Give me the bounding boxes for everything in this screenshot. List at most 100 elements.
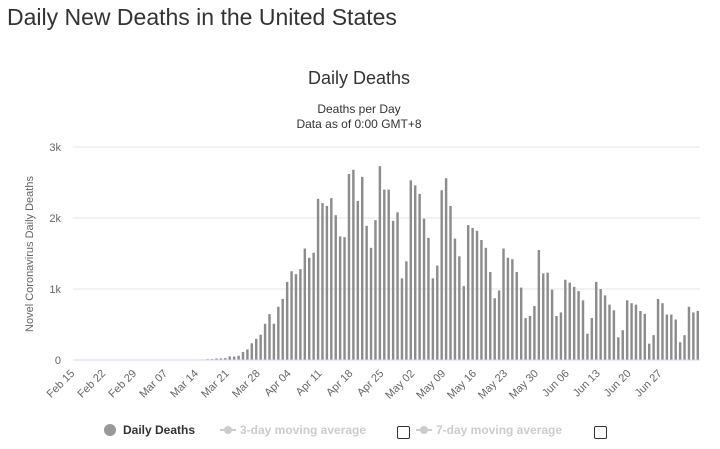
bar[interactable] bbox=[608, 304, 611, 360]
bar[interactable] bbox=[670, 314, 673, 360]
bar[interactable] bbox=[568, 282, 571, 360]
bar[interactable] bbox=[312, 252, 315, 360]
bar[interactable] bbox=[489, 271, 492, 360]
bar[interactable] bbox=[246, 349, 249, 360]
bar[interactable] bbox=[436, 265, 439, 360]
bar[interactable] bbox=[586, 333, 589, 360]
bar[interactable] bbox=[361, 176, 364, 360]
bar[interactable] bbox=[581, 300, 585, 360]
bar[interactable] bbox=[639, 311, 642, 360]
bar[interactable] bbox=[422, 218, 426, 360]
bar[interactable] bbox=[427, 237, 430, 360]
bar[interactable] bbox=[281, 298, 284, 360]
bar[interactable] bbox=[462, 286, 465, 360]
bar[interactable] bbox=[285, 281, 289, 360]
bar[interactable] bbox=[308, 257, 311, 360]
bar[interactable] bbox=[272, 323, 276, 360]
bar[interactable] bbox=[590, 318, 594, 360]
bar[interactable] bbox=[546, 272, 549, 360]
bar[interactable] bbox=[625, 300, 629, 360]
bar[interactable] bbox=[564, 279, 567, 360]
bar[interactable] bbox=[634, 304, 638, 360]
bar[interactable] bbox=[440, 190, 443, 360]
bar[interactable] bbox=[537, 249, 541, 360]
bar[interactable] bbox=[559, 312, 563, 360]
bar[interactable] bbox=[418, 193, 421, 360]
bar[interactable] bbox=[263, 323, 267, 360]
bar[interactable] bbox=[228, 356, 231, 360]
bar[interactable] bbox=[241, 352, 245, 360]
bar[interactable] bbox=[294, 274, 298, 360]
bar[interactable] bbox=[475, 230, 479, 360]
bar[interactable] bbox=[656, 298, 660, 360]
bar[interactable] bbox=[603, 295, 607, 360]
bar[interactable] bbox=[696, 311, 700, 360]
bar[interactable] bbox=[431, 278, 435, 360]
bar[interactable] bbox=[652, 335, 655, 360]
bar[interactable] bbox=[678, 342, 682, 360]
bar[interactable] bbox=[444, 178, 448, 360]
toggle-7-day-average-checkbox[interactable] bbox=[594, 426, 607, 439]
bar[interactable] bbox=[396, 212, 399, 360]
bar[interactable] bbox=[259, 334, 262, 360]
bar[interactable] bbox=[612, 310, 616, 360]
bar[interactable] bbox=[643, 313, 647, 360]
bar[interactable] bbox=[484, 247, 488, 360]
bar[interactable] bbox=[458, 256, 461, 360]
bar[interactable] bbox=[511, 259, 514, 360]
bar[interactable] bbox=[347, 173, 351, 360]
bar[interactable] bbox=[224, 358, 227, 360]
bar[interactable] bbox=[519, 287, 523, 360]
bar[interactable] bbox=[352, 169, 355, 360]
bar[interactable] bbox=[674, 319, 677, 360]
bar[interactable] bbox=[453, 238, 457, 360]
bar[interactable] bbox=[387, 189, 390, 360]
bar[interactable] bbox=[365, 225, 368, 360]
legend-item-daily-deaths[interactable]: Daily Deaths bbox=[104, 423, 195, 437]
bar[interactable] bbox=[299, 269, 302, 360]
bar[interactable] bbox=[330, 198, 333, 360]
bar[interactable] bbox=[630, 303, 633, 360]
bar[interactable] bbox=[692, 312, 695, 360]
bar[interactable] bbox=[497, 290, 501, 360]
bar[interactable] bbox=[250, 343, 254, 360]
bar[interactable] bbox=[303, 248, 307, 360]
bar[interactable] bbox=[405, 261, 408, 360]
bar[interactable] bbox=[528, 315, 532, 360]
bar[interactable] bbox=[290, 271, 293, 360]
bar[interactable] bbox=[255, 338, 258, 360]
bar[interactable] bbox=[400, 278, 404, 360]
bar[interactable] bbox=[524, 318, 527, 360]
bar[interactable] bbox=[232, 356, 236, 360]
bar[interactable] bbox=[449, 205, 452, 360]
bar[interactable] bbox=[383, 189, 386, 360]
toggle-3-day-average-checkbox[interactable] bbox=[397, 426, 410, 439]
bar[interactable] bbox=[480, 240, 483, 360]
bar[interactable] bbox=[334, 215, 337, 360]
bar[interactable] bbox=[215, 358, 218, 360]
bar[interactable] bbox=[515, 271, 518, 360]
bar[interactable] bbox=[542, 273, 545, 360]
bar[interactable] bbox=[683, 335, 686, 360]
bar[interactable] bbox=[665, 314, 669, 360]
bar[interactable] bbox=[237, 355, 240, 360]
bar[interactable] bbox=[338, 236, 342, 360]
bar[interactable] bbox=[219, 358, 223, 360]
bar[interactable] bbox=[577, 291, 580, 360]
bar[interactable] bbox=[572, 286, 576, 360]
bar[interactable] bbox=[374, 220, 377, 360]
bar[interactable] bbox=[343, 237, 346, 360]
legend-item-7-day-average[interactable]: 7-day moving average bbox=[416, 423, 562, 437]
bar[interactable] bbox=[391, 220, 395, 360]
bar[interactable] bbox=[268, 314, 271, 360]
bar[interactable] bbox=[413, 185, 417, 360]
legend-item-3-day-average[interactable]: 3-day moving average bbox=[220, 423, 366, 437]
bar[interactable] bbox=[466, 225, 470, 360]
bar[interactable] bbox=[502, 248, 505, 360]
bar[interactable] bbox=[550, 289, 554, 360]
bar[interactable] bbox=[471, 227, 474, 360]
bar[interactable] bbox=[687, 306, 691, 360]
bar[interactable] bbox=[325, 205, 329, 360]
bar[interactable] bbox=[506, 257, 510, 360]
bar[interactable] bbox=[277, 306, 280, 360]
